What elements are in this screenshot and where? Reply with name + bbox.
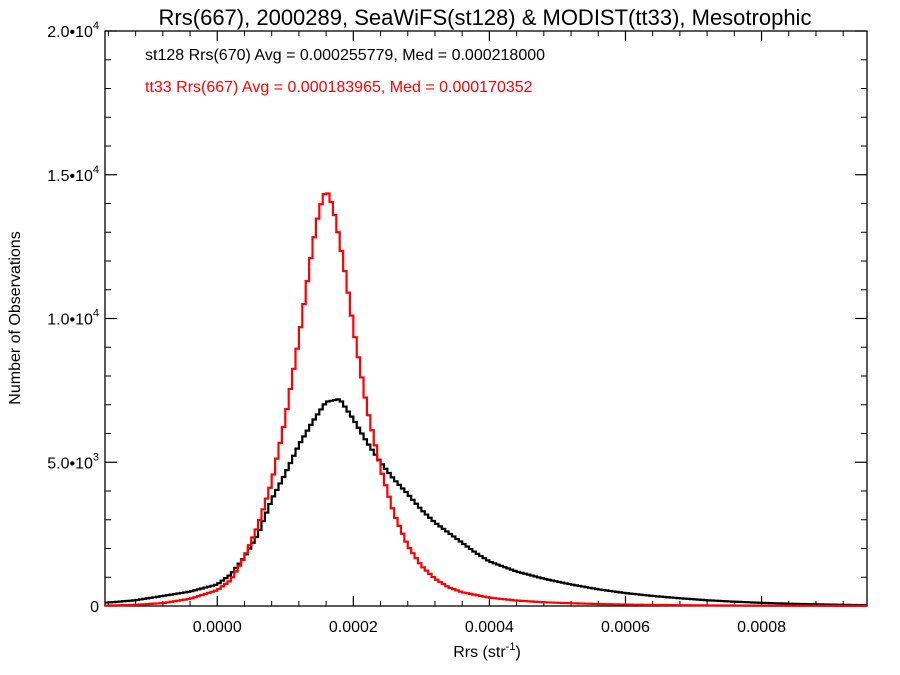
y-tick-label: 1.0•104 — [47, 308, 99, 329]
y-tick-label: 5.0•103 — [47, 451, 99, 472]
y-tick-label: 1.5•104 — [47, 164, 99, 185]
y-tick-mantissa: 0 — [90, 599, 99, 616]
series-layer — [105, 192, 867, 607]
annotation-tt33: tt33 Rrs(667) Avg = 0.000183965, Med = 0… — [145, 79, 533, 96]
y-tick-label: 0 — [90, 599, 99, 616]
y-tick-exponent: 4 — [93, 20, 99, 32]
y-tick-mantissa: 5.0•10 — [47, 455, 93, 472]
x-axis-label-main: Rrs (str — [453, 644, 506, 661]
y-tick-label: 2.0•104 — [47, 20, 99, 41]
y-tick-exponent: 3 — [93, 451, 99, 463]
histogram-tt33 — [105, 192, 867, 607]
x-axis-label-end: ) — [515, 644, 520, 661]
x-tick-label: 0.0008 — [737, 619, 786, 636]
x-axis-label: Rrs (str-1) — [453, 641, 521, 661]
x-tick-label: 0.0004 — [465, 619, 514, 636]
y-tick-exponent: 4 — [93, 308, 99, 320]
y-tick-mantissa: 1.5•10 — [47, 168, 93, 185]
y-tick-mantissa: 1.0•10 — [47, 312, 93, 329]
annotation-st128: st128 Rrs(670) Avg = 0.000255779, Med = … — [145, 47, 545, 64]
x-tick-label: 0.0000 — [193, 619, 242, 636]
x-tick-label: 0.0002 — [329, 619, 378, 636]
x-axis-label-superscript: -1 — [506, 641, 516, 653]
y-axis-label: Number of Observations — [7, 231, 24, 404]
plot-frame — [104, 30, 868, 607]
histogram-st128 — [105, 398, 867, 607]
chart-title: Rrs(667), 2000289, SeaWiFS(st128) & MODI… — [159, 5, 812, 30]
y-tick-mantissa: 2.0•10 — [47, 24, 93, 41]
y-tick-exponent: 4 — [93, 164, 99, 176]
x-tick-label: 0.0006 — [601, 619, 650, 636]
x-axis-ticks: 0.0000 0.0002 0.0004 0.0006 0.0008 — [107, 31, 844, 636]
